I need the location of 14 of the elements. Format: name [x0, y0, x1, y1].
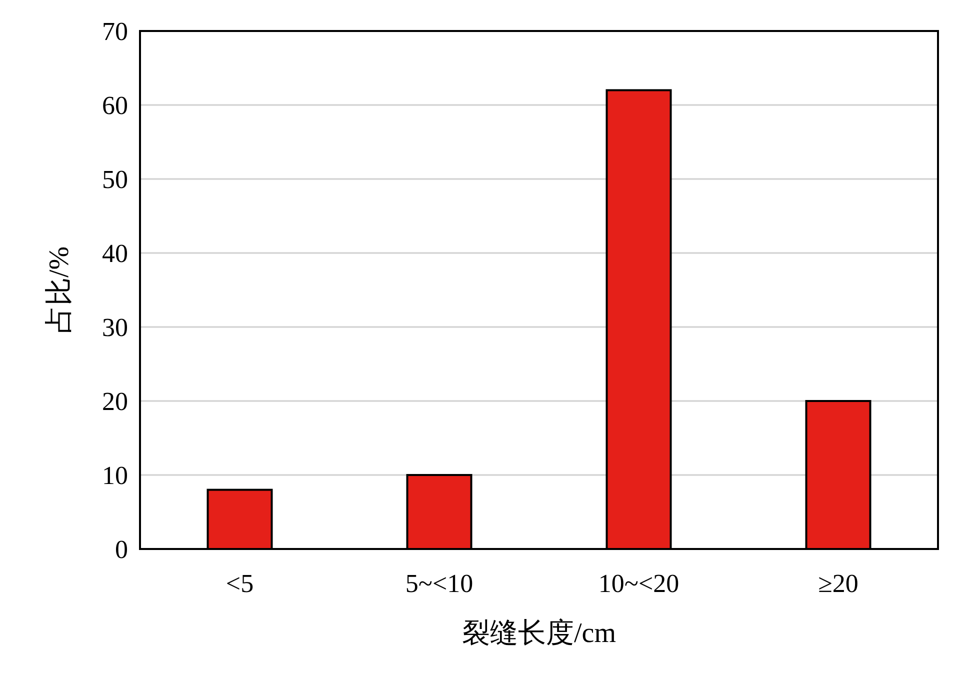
- y-tick-label: 10: [102, 461, 128, 490]
- y-axis-title: 占比/%: [44, 246, 75, 334]
- y-tick-label: 40: [102, 239, 128, 268]
- y-tick-label: 0: [115, 535, 128, 564]
- x-tick-label: ≥20: [818, 569, 858, 598]
- y-tick-label: 60: [102, 91, 128, 120]
- y-tick-label: 70: [102, 17, 128, 46]
- x-tick-label: 5~<10: [405, 569, 474, 598]
- y-tick-label: 30: [102, 313, 128, 342]
- x-tick-label: 10~<20: [598, 569, 680, 598]
- x-tick-label: <5: [226, 569, 254, 598]
- y-tick-label: 50: [102, 165, 128, 194]
- x-axis-title: 裂缝长度/cm: [462, 618, 616, 649]
- y-tick-label: 20: [102, 387, 128, 416]
